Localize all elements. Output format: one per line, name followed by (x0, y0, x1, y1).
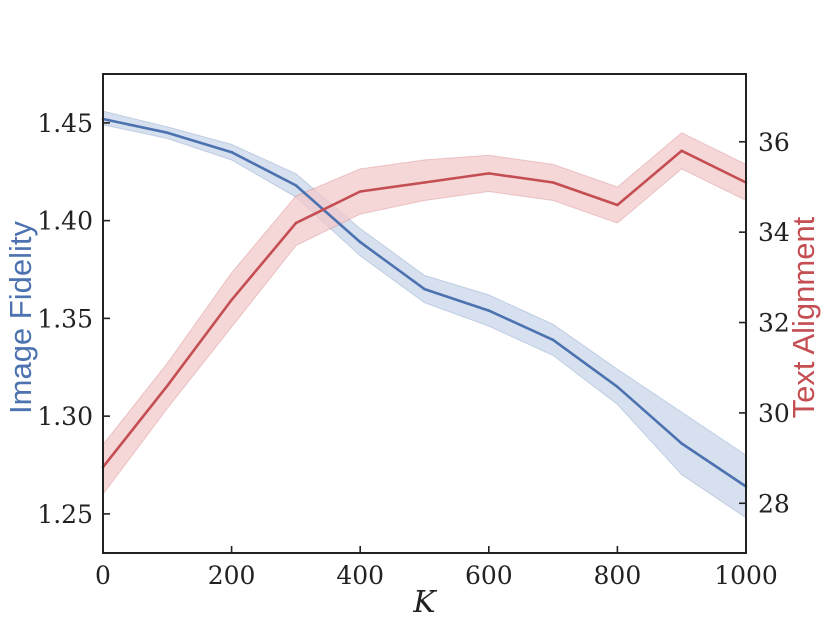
point-image-fidelity-4 (358, 240, 362, 244)
point-text-alignment-3 (294, 221, 298, 225)
x-tick-label: 800 (594, 561, 642, 590)
x-tick-label: 600 (465, 561, 513, 590)
point-text-alignment-1 (166, 384, 169, 388)
point-text-alignment-2 (230, 298, 233, 302)
y-right-axis-ticks: 28 30 32 34 36 (739, 128, 790, 518)
x-tick-label: 400 (336, 561, 384, 590)
y-left-axis-ticks: 1.25 1.30 1.35 1.40 1.45 (37, 109, 110, 529)
point-image-fidelity-1 (166, 131, 169, 134)
point-text-alignment-6 (487, 172, 491, 175)
x-axis-ticks: 0 200 400 600 800 1000 (95, 546, 778, 590)
point-image-fidelity-9 (680, 442, 683, 445)
point-text-alignment-9 (680, 149, 683, 153)
series-lines (101, 117, 748, 488)
y-left-tick-label: 1.35 (37, 304, 93, 333)
x-tick-label: 0 (95, 561, 111, 590)
point-image-fidelity-7 (551, 338, 555, 342)
point-image-fidelity-8 (616, 385, 619, 389)
y-right-tick-label: 32 (758, 309, 790, 338)
y-right-tick-label: 36 (758, 128, 790, 157)
x-tick-label: 1000 (714, 561, 778, 590)
y-left-tick-label: 1.40 (37, 207, 93, 236)
y-left-tick-label: 1.45 (37, 109, 93, 138)
y-right-tick-label: 28 (758, 489, 790, 518)
y-right-tick-label: 30 (758, 399, 790, 428)
x-tick-label: 200 (208, 561, 256, 590)
y-left-tick-label: 1.30 (37, 402, 93, 431)
y-left-tick-label: 1.25 (37, 500, 93, 529)
point-image-fidelity-3 (294, 184, 298, 187)
x-axis-label: K (412, 585, 437, 620)
point-image-fidelity-5 (423, 287, 426, 291)
y-right-tick-label: 34 (758, 218, 790, 247)
plot-frame (102, 73, 747, 554)
point-image-fidelity-2 (230, 150, 233, 154)
point-text-alignment-4 (358, 190, 362, 193)
point-text-alignment-5 (423, 181, 426, 184)
y-left-axis-label: Image Fidelity (3, 221, 38, 414)
point-text-alignment-8 (616, 203, 619, 207)
confidence-bands (102, 110, 747, 519)
y-right-axis-label: Text Alignment (786, 216, 821, 418)
point-image-fidelity-6 (487, 309, 491, 312)
point-text-alignment-7 (551, 181, 555, 184)
